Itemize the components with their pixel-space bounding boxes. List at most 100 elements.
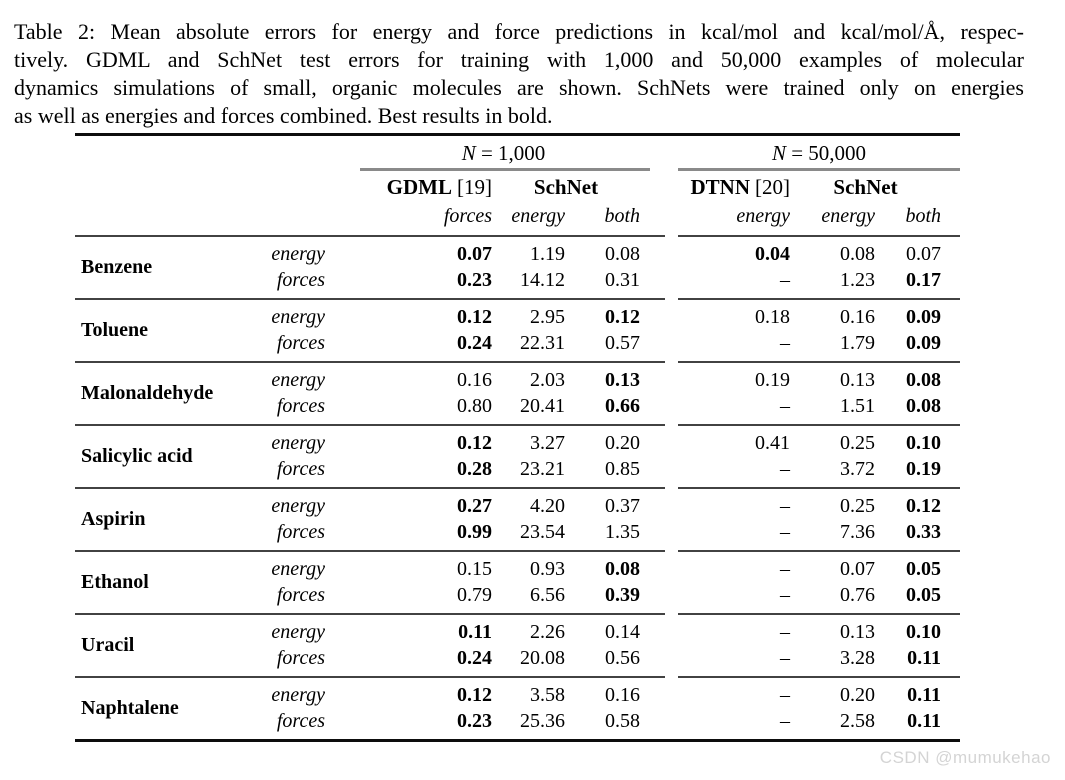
value-cell: 0.33 [906, 521, 941, 543]
data-line: energy 0.07 1.19 0.08 0.04 0.08 0.07 [260, 241, 960, 267]
row-separator-rule [75, 487, 960, 489]
group2-cells: – 3.72 0.19 [678, 456, 960, 482]
value-cell: – [780, 495, 790, 517]
row-type-label: forces [276, 521, 325, 543]
row-type-label: energy [271, 306, 325, 328]
value-cell: – [780, 558, 790, 580]
value-cell: 0.58 [605, 710, 640, 732]
value-cell: 0.11 [907, 710, 941, 732]
value-cell: 23.54 [520, 521, 565, 543]
caption-line-3: dynamics simulations of small, organic m… [14, 75, 1024, 100]
group1-cells: 0.11 2.26 0.14 [355, 619, 652, 645]
group1-cells: 0.28 23.21 0.85 [355, 456, 652, 482]
subhead-gdml-forces: forces [443, 205, 492, 227]
row-type-label: energy [271, 369, 325, 391]
value-cell: 0.19 [755, 369, 790, 391]
row-separator-rule [75, 424, 960, 426]
value-cell: 2.03 [530, 369, 565, 391]
group1-cells: 0.24 22.31 0.57 [355, 330, 652, 356]
group2-cells: 0.41 0.25 0.10 [678, 430, 960, 456]
value-cell: 0.17 [906, 269, 941, 291]
value-cell: 3.72 [840, 458, 875, 480]
value-cell: 2.26 [530, 621, 565, 643]
molecule-name: Toluene [81, 318, 149, 341]
n-value: = 50,000 [785, 141, 867, 165]
n-value: = 1,000 [475, 141, 546, 165]
value-cell: 0.24 [457, 332, 492, 354]
value-cell: 0.93 [530, 558, 565, 580]
row-type-label: energy [271, 243, 325, 265]
group1-cells: 0.99 23.54 1.35 [355, 519, 652, 545]
row-separator-rule [75, 361, 960, 363]
value-cell: 0.07 [840, 558, 875, 580]
value-cell: 25.36 [520, 710, 565, 732]
table-row: Aspirin energy 0.27 4.20 0.37 – 0.25 0.12 fo… [75, 489, 960, 550]
group1-rule [360, 168, 650, 171]
value-cell: 3.28 [840, 647, 875, 669]
data-line: forces 0.23 25.36 0.58 – 2.58 0.11 [260, 708, 960, 734]
value-cell: 0.08 [605, 558, 640, 580]
group2-cells: – 1.79 0.09 [678, 330, 960, 356]
data-line: forces 0.80 20.41 0.66 – 1.51 0.08 [260, 393, 960, 419]
molecule-name: Benzene [81, 255, 153, 278]
row-type-label: forces [276, 395, 325, 417]
value-cell: 0.13 [840, 621, 875, 643]
value-cell: 0.41 [755, 432, 790, 454]
group2-cells: 0.18 0.16 0.09 [678, 304, 960, 330]
row-type-label: forces [276, 458, 325, 480]
value-cell: – [780, 710, 790, 732]
results-table: N = 1,000 N = 50,000 GDML [19] SchNet DTN… [75, 133, 960, 742]
value-cell: 0.10 [906, 432, 941, 454]
value-cell: 0.18 [755, 306, 790, 328]
data-line: forces 0.99 23.54 1.35 – 7.36 0.33 [260, 519, 960, 545]
data-line: energy 0.12 2.95 0.12 0.18 0.16 0.09 [260, 304, 960, 330]
group2-cells: – 0.20 0.11 [678, 682, 960, 708]
value-cell: 1.23 [840, 269, 875, 291]
data-line: forces 0.28 23.21 0.85 – 3.72 0.19 [260, 456, 960, 482]
n-symbol: N [771, 141, 786, 165]
row-separator-rule [75, 676, 960, 678]
value-cell: 0.16 [457, 369, 492, 391]
value-cell: 0.23 [457, 269, 492, 291]
group1-cells: 0.12 3.58 0.16 [355, 682, 652, 708]
value-cell: – [780, 458, 790, 480]
group1-cells: 0.27 4.20 0.37 [355, 493, 652, 519]
subhead-schnet-energy: energy [821, 205, 875, 227]
caption-line-2: tively. GDML and SchNet test errors for … [14, 47, 1024, 72]
data-line: energy 0.11 2.26 0.14 – 0.13 0.10 [260, 619, 960, 645]
value-cell: 0.28 [457, 458, 492, 480]
row-type-label: energy [271, 558, 325, 580]
header-sample-size-row: N = 1,000 N = 50,000 [75, 138, 960, 168]
group1-cells: 0.23 25.36 0.58 [355, 708, 652, 734]
value-cell: 0.05 [906, 584, 941, 606]
value-cell: 20.08 [520, 647, 565, 669]
table-row: Salicylic acid energy 0.12 3.27 0.20 0.41 0… [75, 426, 960, 487]
group2-cells: 0.04 0.08 0.07 [678, 241, 960, 267]
value-cell: 0.16 [605, 684, 640, 706]
value-cell: 1.35 [605, 521, 640, 543]
group1-cells: 0.24 20.08 0.56 [355, 645, 652, 671]
value-cell: 1.51 [840, 395, 875, 417]
header-methods-row: GDML [19] SchNet DTNN [20] SchNet [75, 171, 960, 203]
group2-cells: – 0.07 0.05 [678, 556, 960, 582]
value-cell: 0.20 [840, 684, 875, 706]
row-separator-rule [75, 298, 960, 300]
group2-cells: – 2.58 0.11 [678, 708, 960, 734]
value-cell: 0.27 [457, 495, 492, 517]
group2-cells: – 1.51 0.08 [678, 393, 960, 419]
group2-cells: – 0.76 0.05 [678, 582, 960, 608]
molecule-name: Naphtalene [81, 696, 179, 719]
molecule-name: Ethanol [81, 570, 149, 593]
value-cell: 22.31 [520, 332, 565, 354]
value-cell: 0.25 [840, 495, 875, 517]
row-type-label: energy [271, 495, 325, 517]
value-cell: 0.56 [605, 647, 640, 669]
value-cell: 3.27 [530, 432, 565, 454]
table-row: Toluene energy 0.12 2.95 0.12 0.18 0.16 0.09… [75, 300, 960, 361]
method-name: DTNN [690, 175, 750, 199]
value-cell: 0.20 [605, 432, 640, 454]
value-cell: 0.08 [906, 395, 941, 417]
group2-cells: 0.19 0.13 0.08 [678, 367, 960, 393]
value-cell: 0.76 [840, 584, 875, 606]
